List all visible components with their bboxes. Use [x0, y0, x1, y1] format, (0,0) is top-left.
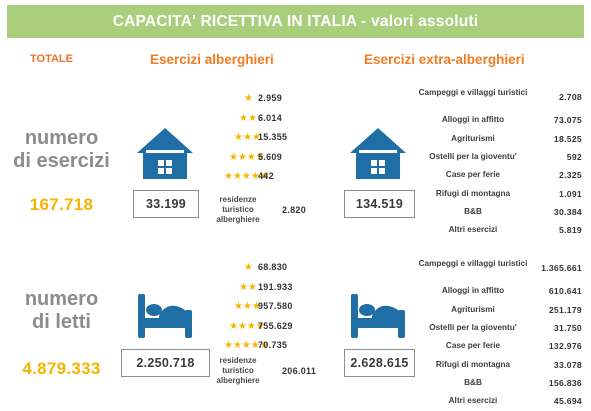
column-header-hotel: Esercizi alberghieri [150, 52, 274, 67]
bed-icon [135, 288, 195, 345]
star-rating-icon: ★★ [239, 112, 257, 124]
metric-total-value: 4.879.333 [22, 359, 101, 378]
extra-category-value: 156.836 [548, 377, 582, 388]
extra-category-value: 1.365.661 [541, 263, 582, 273]
extra-category-label: B&B [464, 377, 482, 387]
star-rating-icon: ★★★★★ [224, 171, 269, 182]
extra-category-label: Alloggi in affitto [441, 286, 505, 296]
residences-value: 206.011 [282, 366, 317, 376]
hotel-stars-value: 442 [258, 171, 274, 181]
metric-label-line1: numero [24, 288, 99, 310]
star-rating-icon: ★★★★★ [224, 340, 269, 351]
house-icon [348, 125, 408, 186]
metric-label: numero di letti [0, 288, 123, 334]
column-header-extra: Esercizi extra-alberghieri [364, 52, 525, 67]
extra-category-value: 592 [566, 152, 582, 163]
extra-category-value: 73.075 [553, 115, 582, 126]
hotel-stars-value: 6.014 [258, 112, 283, 123]
hotel-stars-value: 15.355 [258, 132, 288, 142]
hotel-stars-value: 191.933 [258, 281, 293, 292]
extra-category-label: Campeggi e villaggi turistici [418, 259, 528, 268]
star-rating-icon: ★ [244, 93, 253, 104]
column-header-total: TOTALE [30, 53, 73, 65]
hotel-stars-value: 68.830 [258, 262, 288, 272]
hotel-stars-value: 70.735 [258, 340, 288, 350]
metric-total-value: 167.718 [29, 195, 94, 214]
extra-category-label: Campeggi e villaggi turistici [418, 88, 528, 97]
extra-category-value: 5.819 [558, 225, 582, 236]
metric-label-line1: numero [24, 127, 99, 149]
extra-category-value: 610.641 [548, 286, 582, 297]
extra-category-label: Case per ferie [445, 170, 501, 180]
metric-label: numero di esercizi [0, 127, 123, 173]
extra-category-label: Altri esercizi [448, 396, 498, 406]
extra-total-box: 2.628.615 [344, 349, 415, 377]
page-title: CAPACITA' RICETTIVA IN ITALIA - valori a… [7, 5, 584, 38]
hotel-total-box: 2.250.718 [121, 349, 210, 377]
extra-category-label: Rifugi di montagna [435, 188, 511, 198]
extra-category-value: 45.694 [553, 396, 582, 407]
extra-category-value: 31.750 [553, 323, 582, 334]
extra-category-value: 132.976 [548, 341, 582, 352]
extra-category-label: B&B [464, 206, 482, 216]
star-rating-icon: ★ [244, 262, 253, 273]
house-icon [135, 125, 195, 186]
extra-category-label: Alloggi in affitto [441, 115, 505, 125]
extra-category-label: Ostelli per la gioventu' [429, 152, 517, 162]
extra-category-label: Rifugi di montagna [435, 359, 511, 369]
extra-category-value: 30.384 [553, 206, 582, 217]
residences-label: residenze turistico alberghiere [216, 195, 260, 224]
star-rating-icon: ★★★★ [229, 151, 265, 163]
metric-label-line2: di letti [32, 311, 91, 333]
extra-category-label: Altri esercizi [448, 225, 498, 235]
star-rating-icon: ★★★ [234, 301, 261, 312]
extra-category-value: 251.179 [548, 304, 582, 315]
hotel-stars-value: 755.629 [258, 320, 293, 331]
extra-category-label: Ostelli per la gioventu' [429, 323, 517, 333]
hotel-stars-value: 957.580 [258, 301, 293, 311]
hotel-stars-value: 2.959 [258, 93, 283, 103]
extra-category-value: 1.091 [558, 188, 582, 199]
hotel-total-box: 33.199 [133, 190, 199, 218]
metric-label-line2: di esercizi [13, 150, 110, 172]
residences-label: residenze turistico alberghiere [216, 356, 260, 385]
bed-icon [348, 288, 408, 345]
residences-value: 2.820 [282, 205, 307, 215]
star-rating-icon: ★★ [239, 281, 257, 293]
extra-category-value: 2.325 [558, 170, 582, 181]
extra-total-box: 134.519 [344, 190, 415, 218]
extra-category-label: Case per ferie [445, 341, 501, 351]
star-rating-icon: ★★★★ [229, 320, 265, 332]
extra-category-label: Agriturismi [451, 304, 495, 314]
hotel-stars-value: 5.609 [258, 151, 283, 162]
extra-category-value: 2.708 [558, 92, 582, 102]
extra-category-label: Agriturismi [451, 133, 495, 143]
extra-category-value: 18.525 [553, 133, 582, 144]
extra-category-value: 33.078 [553, 359, 582, 370]
star-rating-icon: ★★★ [234, 132, 261, 143]
